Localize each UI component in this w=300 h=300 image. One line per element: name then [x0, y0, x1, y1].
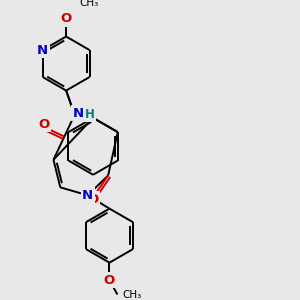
Text: CH₃: CH₃ — [122, 290, 142, 299]
Text: O: O — [87, 193, 99, 206]
Text: O: O — [61, 12, 72, 26]
Text: H: H — [85, 108, 94, 121]
Text: N: N — [37, 44, 48, 56]
Text: O: O — [38, 118, 49, 130]
Text: CH₃: CH₃ — [79, 0, 98, 8]
Text: N: N — [82, 189, 93, 202]
Text: N: N — [73, 107, 84, 120]
Text: O: O — [104, 274, 115, 287]
